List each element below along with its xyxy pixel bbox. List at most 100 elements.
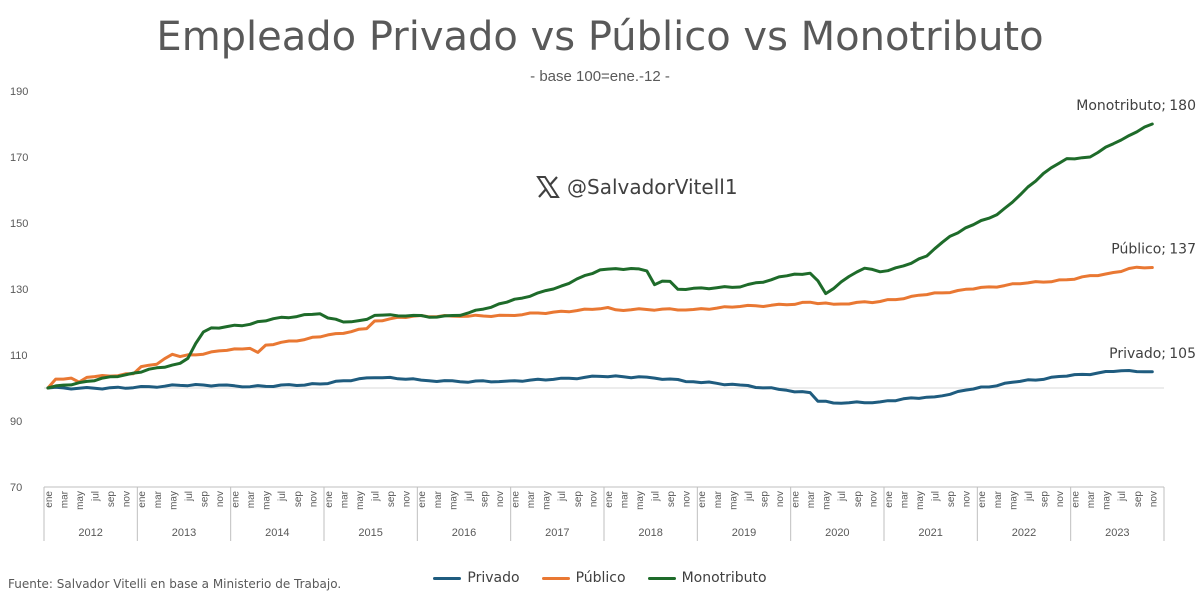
month-tick-label: nov [588, 491, 599, 507]
month-tick-label: ene [324, 491, 335, 508]
year-tick-label: 2019 [732, 527, 756, 539]
month-tick-label: may [915, 491, 926, 510]
y-tick-label: 70 [10, 482, 22, 494]
month-tick-label: may [448, 491, 459, 510]
month-tick-label: sep [293, 491, 304, 508]
series-end-label: Público; [1111, 242, 1166, 258]
series-end-label: Monotributo; [1076, 98, 1166, 114]
month-tick-label: mar [806, 490, 817, 508]
month-tick-label: jul [277, 491, 288, 502]
month-tick-label: ene [231, 491, 242, 508]
month-tick-label: mar [619, 490, 630, 508]
month-tick-label: sep [666, 491, 677, 508]
year-tick-label: 2015 [358, 527, 382, 539]
watermark: @SalvadorVitell1 [535, 174, 738, 200]
year-tick-label: 2023 [1105, 527, 1129, 539]
month-tick-label: ene [884, 491, 895, 508]
month-tick-label: nov [1055, 491, 1066, 507]
series-line-monotributo [46, 122, 1154, 390]
series-end-label: Privado; [1109, 346, 1166, 362]
month-tick-label: jul [931, 491, 942, 502]
month-tick-label: may [262, 491, 273, 510]
month-tick-label: ene [604, 491, 615, 508]
y-tick-label: 110 [10, 350, 28, 362]
series-end-value: 180 [1169, 98, 1196, 114]
legend-swatch [541, 576, 570, 580]
month-tick-label: ene [697, 491, 708, 508]
month-tick-label: may [1102, 491, 1113, 510]
source-note: Fuente: Salvador Vitelli en base a Minis… [8, 577, 342, 591]
legend: Privado Público Monotributo [0, 570, 1200, 586]
month-tick-label: nov [495, 491, 506, 507]
y-tick-label: 150 [10, 218, 28, 230]
month-tick-label: mar [339, 490, 350, 508]
y-tick-label: 170 [10, 152, 28, 164]
year-tick-label: 2022 [1012, 527, 1036, 539]
month-tick-label: sep [573, 491, 584, 508]
month-tick-label: ene [417, 491, 428, 508]
month-tick-label: nov [682, 491, 693, 507]
month-tick-label: mar [899, 490, 910, 508]
month-tick-label: ene [977, 491, 988, 508]
y-tick-label: 90 [10, 416, 22, 428]
month-tick-label: mar [246, 490, 257, 508]
month-tick-label: jul [1117, 491, 1128, 502]
series-end-value: 137 [1169, 242, 1196, 258]
month-tick-label: jul [1024, 491, 1035, 502]
month-tick-label: ene [791, 491, 802, 508]
month-tick-label: jul [557, 491, 568, 502]
month-tick-label: sep [386, 491, 397, 508]
month-tick-label: nov [962, 491, 973, 507]
month-tick-label: nov [122, 491, 133, 507]
month-tick-label: sep [106, 491, 117, 508]
year-tick-label: 2017 [545, 527, 569, 539]
month-tick-label: nov [215, 491, 226, 507]
month-tick-label: sep [759, 491, 770, 508]
legend-label: Privado [467, 570, 520, 586]
year-tick-label: 2012 [78, 527, 102, 539]
month-tick-label: nov [1148, 491, 1159, 507]
year-tick-label: 2020 [825, 527, 849, 539]
month-tick-label: jul [651, 491, 662, 502]
month-tick-label: sep [199, 491, 210, 508]
series-group [46, 122, 1154, 405]
month-tick-label: may [822, 491, 833, 510]
month-tick-label: nov [402, 491, 413, 507]
legend-item: Público [541, 570, 626, 586]
month-tick-label: nov [775, 491, 786, 507]
x-logo-icon [536, 176, 560, 198]
month-tick-label: mar [1086, 490, 1097, 508]
month-tick-label: ene [44, 491, 55, 508]
legend-label: Monotributo [681, 570, 767, 586]
y-tick-label: 190 [10, 86, 28, 98]
month-tick-label: mar [59, 490, 70, 508]
month-tick-label: jul [184, 491, 195, 502]
series-line-privado [46, 369, 1154, 405]
month-tick-label: may [168, 491, 179, 510]
legend-label: Público [575, 570, 626, 586]
month-tick-label: jul [91, 491, 102, 502]
month-tick-label: sep [479, 491, 490, 508]
month-tick-label: mar [526, 490, 537, 508]
watermark-handle: @SalvadorVitell1 [567, 175, 738, 199]
legend-swatch [647, 576, 676, 580]
year-tick-label: 2014 [265, 527, 289, 539]
year-tick-label: 2016 [452, 527, 476, 539]
month-tick-label: may [728, 491, 739, 510]
series-end-value: 105 [1169, 346, 1196, 362]
legend-item: Privado [433, 570, 520, 586]
y-axis: 70 90 110 130 150 170 190 [10, 86, 1164, 494]
legend-swatch [433, 576, 462, 580]
month-tick-label: mar [993, 490, 1004, 508]
month-tick-label: mar [713, 490, 724, 508]
year-tick-label: 2018 [638, 527, 662, 539]
month-tick-label: jul [371, 491, 382, 502]
month-tick-label: may [542, 491, 553, 510]
series-line-publico [46, 265, 1154, 390]
month-tick-label: nov [308, 491, 319, 507]
month-tick-label: may [635, 491, 646, 510]
month-tick-label: mar [153, 490, 164, 508]
month-tick-label: sep [946, 491, 957, 508]
month-tick-label: mar [433, 490, 444, 508]
